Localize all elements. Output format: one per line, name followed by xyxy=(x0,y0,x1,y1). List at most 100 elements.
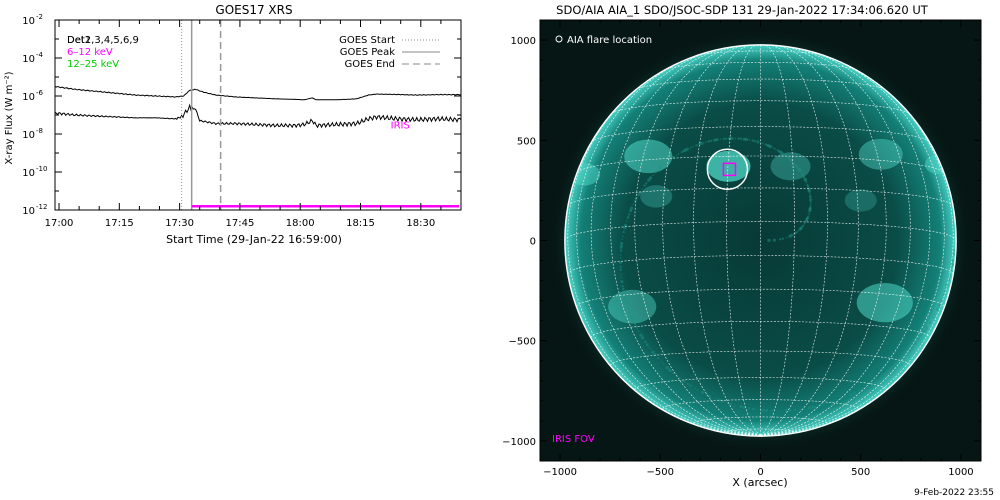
aia-texture-dot xyxy=(700,141,704,145)
aia-texture-dot xyxy=(710,139,713,142)
aia-texture-dot xyxy=(804,218,809,222)
aia-texture-dot xyxy=(632,203,635,206)
aia-grid-line xyxy=(664,62,857,71)
aia-texture-dot xyxy=(625,220,628,222)
aia-texture-dot xyxy=(784,409,788,413)
aia-texture-dot xyxy=(910,346,914,350)
aia-texture-dot xyxy=(757,408,759,411)
aia-texture-dot xyxy=(788,234,792,238)
aia-texture-dot xyxy=(839,397,842,401)
aia-texture-dot xyxy=(951,262,955,266)
aia-texture-dot xyxy=(783,154,786,156)
goes-event-lines xyxy=(181,20,459,210)
aia-y-tick-label: 0 xyxy=(530,237,536,248)
aia-grid-line xyxy=(760,44,828,436)
aia-texture-dot xyxy=(630,315,634,319)
aia-texture-dot xyxy=(826,402,828,405)
aia-texture-dot xyxy=(778,150,781,153)
aia-texture-dot xyxy=(717,398,722,402)
aia-iris-fov-box xyxy=(722,162,737,177)
goes-series-line xyxy=(54,103,462,129)
aia-texture-dot xyxy=(626,304,629,307)
goes-y-tick-label: 10 xyxy=(22,168,35,179)
aia-texture-dot xyxy=(765,408,769,413)
aia-texture-dot xyxy=(713,397,716,400)
aia-texture-dot xyxy=(719,138,722,140)
aia-texture-dot xyxy=(800,171,803,174)
aia-texture-dot xyxy=(622,287,625,291)
aia-texture-dot xyxy=(781,237,785,240)
aia-axis-ticks: −1000 −500 0 500 1000 −1000 −500 0 500 1000 xyxy=(502,20,981,478)
aia-grid-line xyxy=(576,288,945,308)
aia-texture-dot xyxy=(730,136,734,141)
aia-texture-dot xyxy=(753,408,756,411)
aia-texture-dot xyxy=(764,143,768,146)
aia-texture-dot xyxy=(619,249,623,252)
aia-texture-dot xyxy=(648,176,652,180)
aia-texture-dot xyxy=(620,241,624,246)
aia-texture-dot xyxy=(622,230,625,234)
aia-grid-line xyxy=(576,155,945,173)
goes-y-tick-exponent: -6 xyxy=(36,89,44,97)
goes-y-tick-exponent: -10 xyxy=(36,165,47,173)
aia-texture-dot xyxy=(729,402,732,406)
aia-texture-dot xyxy=(951,258,956,262)
aia-texture-dot xyxy=(742,405,746,409)
aia-grid-line xyxy=(634,45,761,436)
aia-texture-dot xyxy=(619,265,622,269)
aia-texture-dot xyxy=(724,137,728,140)
aia-texture-dot xyxy=(652,174,654,177)
aia-texture-dot xyxy=(807,406,811,410)
aia-grid-line xyxy=(760,44,795,436)
aia-plot-area xyxy=(540,20,981,461)
aia-texture-dot xyxy=(685,147,689,151)
aia-texture-dot xyxy=(638,190,642,194)
aia-texture-dot xyxy=(692,145,694,148)
aia-texture-dot xyxy=(620,273,622,276)
aia-texture-dot xyxy=(623,223,628,227)
aia-texture-dot xyxy=(700,390,704,395)
aia-texture-dot xyxy=(669,369,673,373)
aia-legend-flare: AIA flare location xyxy=(555,35,652,46)
aia-texture-dot xyxy=(920,335,923,337)
aia-texture-dot xyxy=(803,223,806,225)
aia-texture-dot xyxy=(808,192,811,195)
aia-grid-line xyxy=(760,45,859,436)
aia-texture-dot xyxy=(886,371,889,373)
aia-texture-dot xyxy=(734,137,737,140)
aia-x-tick-label: 1000 xyxy=(948,467,973,478)
aia-texture-dot xyxy=(793,162,795,164)
aia-y-tick-label: −1000 xyxy=(502,437,536,448)
aia-y-tick-label: −500 xyxy=(509,337,536,348)
aia-solar-limb xyxy=(564,44,957,437)
aia-texture-dot xyxy=(739,137,743,140)
aia-texture-dot xyxy=(686,382,690,386)
aia-texture-dot xyxy=(942,293,945,296)
aia-texture-dot xyxy=(803,178,808,182)
aia-texture-dot xyxy=(751,407,754,411)
aia-texture-dot xyxy=(893,364,897,368)
aia-texture-dot xyxy=(694,387,696,390)
aia-grid-line xyxy=(696,50,825,56)
aia-texture-dot xyxy=(766,144,769,147)
aia-texture-dot xyxy=(656,169,659,172)
aia-texture-dot xyxy=(644,182,648,185)
goes-x-tick-labels: 17:00 17:15 17:30 17:45 18:00 18:15 18:30 xyxy=(45,218,436,229)
aia-texture-dot xyxy=(667,159,670,163)
aia-texture-dot xyxy=(753,139,756,143)
aia-texture-dot xyxy=(697,389,699,391)
aia-texture-dot xyxy=(706,140,709,143)
aia-active-region xyxy=(770,152,811,181)
aia-texture-dot xyxy=(822,403,825,406)
goes-series-line xyxy=(54,85,462,101)
aia-texture-dot xyxy=(637,330,640,332)
aia-active-region xyxy=(706,150,751,182)
aia-texture-dot xyxy=(951,265,954,268)
aia-texture-dot xyxy=(619,246,623,250)
aia-grid-line xyxy=(567,255,954,275)
aia-texture-dot xyxy=(776,410,779,412)
aia-texture-dot xyxy=(873,379,877,383)
aia-texture-dot xyxy=(801,224,805,228)
aia-texture-dot xyxy=(830,400,834,404)
